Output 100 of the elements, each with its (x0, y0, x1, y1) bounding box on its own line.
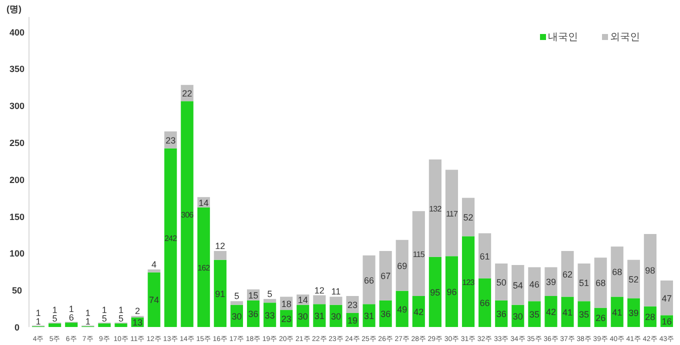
legend-label: 내국인 (548, 32, 578, 43)
data-label: 39 (546, 277, 556, 288)
y-tick-label: 0 (14, 322, 20, 332)
data-label: 91 (215, 288, 226, 299)
bar (396, 240, 408, 291)
bar (445, 256, 458, 327)
data-label: 30 (330, 311, 341, 322)
bar (660, 280, 674, 316)
data-label: 242 (164, 234, 178, 244)
data-label: 68 (596, 278, 606, 288)
data-label: 1 (36, 308, 41, 318)
y-tick-label: 200 (9, 174, 25, 185)
data-label: 54 (512, 280, 523, 290)
data-label: 5 (102, 313, 107, 324)
bar (396, 290, 408, 327)
data-label: 4 (152, 259, 157, 270)
data-label: 47 (662, 293, 672, 304)
data-label: 1 (85, 316, 90, 326)
data-label: 26 (596, 312, 606, 323)
bar (462, 198, 475, 236)
data-label: 162 (198, 264, 211, 273)
data-label: 35 (579, 310, 590, 320)
data-label: 36 (496, 309, 506, 320)
data-label: 12 (314, 285, 324, 296)
data-label: 19 (347, 315, 358, 326)
bar (512, 265, 524, 305)
data-label: 35 (529, 310, 540, 320)
bar (462, 236, 475, 327)
data-label: 36 (248, 309, 258, 320)
y-axis-title: (명) (6, 4, 22, 14)
data-label: 1 (102, 304, 107, 315)
bar (412, 296, 425, 327)
bar (428, 159, 442, 257)
data-label: 61 (480, 251, 490, 262)
y-tick-label: 350 (9, 64, 25, 74)
y-tick-label: 150 (9, 212, 25, 222)
data-label: 30 (512, 311, 523, 322)
bar (644, 234, 656, 306)
bar (98, 323, 111, 327)
data-label: 49 (397, 304, 408, 314)
bar (148, 269, 160, 272)
bar (148, 272, 160, 327)
bar (561, 296, 574, 327)
data-label: 69 (397, 260, 408, 271)
bar (544, 296, 558, 327)
data-label: 66 (364, 275, 374, 286)
bar (578, 264, 590, 302)
data-label: 46 (529, 280, 540, 290)
bar (362, 255, 376, 304)
bar (197, 207, 210, 327)
data-label: 62 (562, 269, 573, 280)
bar (65, 322, 78, 327)
data-label: 74 (149, 295, 160, 306)
bar (48, 323, 62, 327)
data-label: 36 (380, 309, 391, 320)
bar (428, 256, 442, 327)
bar (164, 148, 177, 327)
data-label: 23 (166, 135, 176, 146)
data-label: 14 (198, 198, 209, 208)
data-label: 30 (298, 311, 308, 322)
data-label: 5 (52, 313, 58, 324)
bar (114, 323, 128, 327)
bar (445, 170, 458, 256)
data-label: 41 (562, 307, 573, 318)
data-label: 42 (414, 307, 424, 317)
data-label: 132 (429, 204, 442, 214)
data-label: 41 (612, 307, 622, 318)
data-label: 6 (68, 312, 74, 323)
bar (610, 296, 624, 327)
data-label: 22 (182, 88, 192, 99)
data-label: 117 (446, 209, 458, 218)
y-tick-label: 250 (9, 138, 25, 148)
data-label: 23 (281, 314, 292, 324)
data-label: 52 (628, 274, 639, 285)
y-tick-label: 50 (12, 286, 22, 296)
data-label: 51 (579, 278, 590, 288)
bar (627, 260, 640, 298)
bar (495, 264, 508, 300)
data-label: 11 (331, 286, 341, 297)
data-label: 1 (118, 304, 124, 315)
data-label: 68 (612, 267, 622, 278)
data-label: 33 (264, 310, 275, 320)
bar (610, 246, 624, 297)
data-label: 1 (36, 316, 41, 326)
bar (412, 211, 425, 296)
bar (561, 250, 574, 297)
data-label: 123 (462, 278, 476, 288)
data-label: 5 (267, 288, 272, 299)
data-label: 66 (480, 298, 490, 308)
data-label: 16 (662, 316, 672, 327)
y-tick-label: 300 (9, 101, 25, 112)
bar (528, 267, 541, 302)
data-label: 31 (364, 311, 374, 322)
data-label: 30 (232, 311, 242, 322)
data-label: 18 (281, 298, 292, 309)
data-label: 1 (52, 304, 58, 315)
bar (230, 301, 244, 305)
bar (379, 250, 392, 300)
bar (180, 101, 194, 327)
bar (330, 296, 342, 305)
